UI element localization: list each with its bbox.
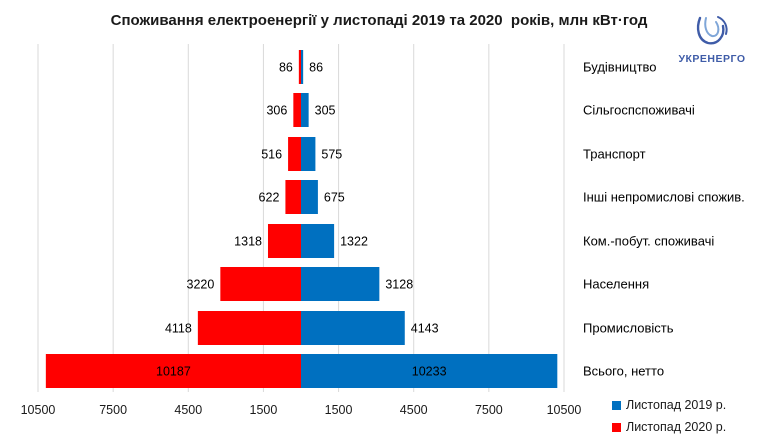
data-label-2020: 622 [259,190,280,204]
bar-2020 [267,224,301,258]
bar-2019 [301,311,405,345]
legend-swatch-2020 [612,422,621,432]
bar-2019 [301,354,558,388]
data-label-2020: 86 [279,60,293,74]
category-label: Населення [583,276,649,291]
x-tick-label: 1500 [250,403,278,417]
bar-2019 [301,93,309,127]
legend-label-2019: Листопад 2019 р. [626,398,727,412]
data-label-2020: 3220 [187,277,215,291]
category-label: Ком.-побут. споживачі [583,233,714,248]
legend-swatch-2019 [612,400,621,410]
legend: Листопад 2019 р. Листопад 2020 р. [612,394,726,438]
category-label: Будівництво [583,59,657,74]
data-label-2020: 516 [261,147,282,161]
legend-item-2019: Листопад 2019 р. [612,394,726,416]
category-label: Промисловість [583,320,674,335]
data-label-2019: 675 [324,190,345,204]
data-label-2020: 1318 [234,234,262,248]
logo-text: УКРЕНЕРГО [678,53,746,65]
bar-2019 [301,180,318,214]
category-label: Інші непромислові спожив. [583,189,745,204]
bar-2020 [285,180,301,214]
category-label: Транспорт [583,146,646,161]
bar-2019 [301,137,316,171]
data-label-2020: 10187 [156,364,191,378]
x-tick-label: 4500 [174,403,202,417]
bar-2019 [301,267,380,301]
legend-label-2020: Листопад 2020 р. [626,420,727,434]
x-tick-label: 7500 [99,403,127,417]
legend-item-2020: Листопад 2020 р. [612,416,726,438]
x-tick-label: 10500 [21,403,56,417]
x-tick-label: 4500 [400,403,428,417]
bar-2020 [197,311,301,345]
chart-title: Споживання електроенергії у листопаді 20… [110,12,648,29]
bar-2020 [293,93,301,127]
data-label-2020: 4118 [165,321,192,335]
bar-2020 [298,50,301,84]
ukrenergo-logo: УКРЕНЕРГО [672,14,752,65]
data-label-2019: 3128 [385,277,413,291]
bar-2019 [301,224,335,258]
bar-2019 [301,50,304,84]
data-label-2019: 86 [309,60,323,74]
ukrenergo-logo-icon [696,16,728,45]
bar-2020 [288,137,301,171]
data-label-2019: 1322 [340,234,368,248]
bar-2020 [220,267,301,301]
data-label-2019: 10233 [412,364,447,378]
bar-2020 [45,354,301,388]
category-label: Сільгоспспоживачі [583,102,695,117]
x-tick-label: 1500 [325,403,353,417]
data-label-2019: 305 [315,103,336,117]
x-tick-label: 7500 [475,403,503,417]
x-tick-label: 10500 [547,403,582,417]
category-label: Всього, нетто [583,363,664,378]
data-label-2019: 575 [321,147,342,161]
data-label-2019: 4143 [411,321,439,335]
data-label-2020: 306 [266,103,287,117]
